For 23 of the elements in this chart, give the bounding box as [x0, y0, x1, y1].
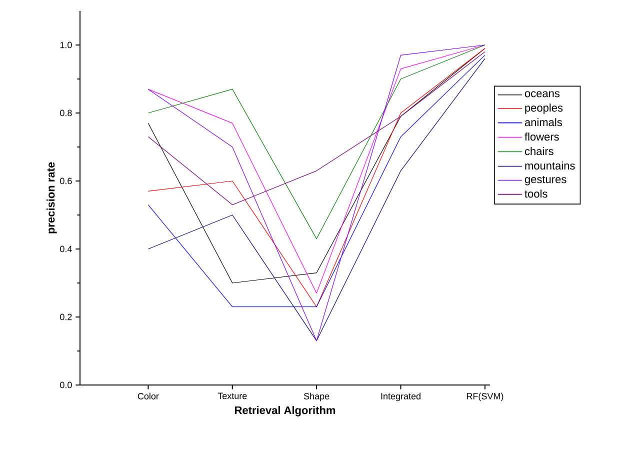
line-series	[148, 44, 486, 240]
x-tick-label: RF(SVM)	[466, 392, 504, 402]
legend-label: chairs	[524, 147, 554, 156]
legend-label: oceans	[524, 91, 560, 98]
y-tick-label: 0.2	[60, 314, 72, 320]
y-tick-label: 0.8	[60, 110, 72, 116]
x-tick-label: Integrated	[381, 392, 420, 402]
legend-label: tools	[524, 190, 548, 198]
x-tick-label: Color	[138, 392, 159, 400]
y-tick-label: 0.0	[60, 382, 72, 388]
y-tick-label: 0.4	[60, 246, 72, 252]
legend-label: peoples	[525, 104, 563, 114]
x-tick-label: Shape	[304, 392, 330, 402]
y-tick-label: 0.6	[60, 178, 72, 184]
legend-label: mountains	[525, 161, 575, 170]
x-axis-title: Retrieval Algorithm	[235, 406, 336, 416]
legend-label: flowers	[524, 132, 559, 141]
y-axis-title: precision rate	[46, 162, 57, 234]
y-tick-label: 1.0	[60, 42, 72, 48]
x-tick-label: Texture	[218, 392, 247, 400]
legend-label: animals	[524, 118, 562, 126]
legend-label: gestures	[524, 176, 566, 186]
line-series	[148, 51, 486, 206]
